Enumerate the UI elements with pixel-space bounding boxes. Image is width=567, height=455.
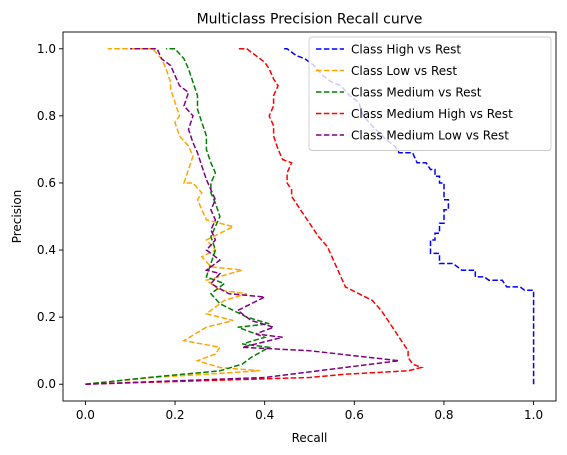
- y-tick-label: 0.0: [37, 377, 56, 391]
- y-tick-label: 1.0: [37, 42, 56, 56]
- legend-item: Class Medium High vs Rest: [316, 107, 513, 121]
- chart-title: Multiclass Precision Recall curve: [197, 12, 423, 28]
- y-tick-label: 0.2: [37, 310, 56, 324]
- x-tick-label: 0.2: [165, 408, 184, 422]
- series-line-1: [85, 48, 261, 385]
- legend-box: [308, 36, 552, 151]
- legend: Class High vs Rest Class Low vs Rest Class…: [308, 36, 552, 151]
- x-tick-label: 0.8: [434, 408, 453, 422]
- legend-item: Class Low vs Rest: [316, 64, 457, 78]
- x-tick-label: 1.0: [524, 408, 543, 422]
- legend-label: Class Medium High vs Rest: [351, 107, 513, 121]
- x-axis-ticks: 0.0 0.2 0.4 0.6 0.8 1.0: [76, 401, 543, 422]
- x-tick-label: 0.4: [255, 408, 274, 422]
- series-line-3: [85, 48, 425, 385]
- legend-item: Class Medium vs Rest: [316, 86, 482, 100]
- series-line-4: [85, 48, 400, 385]
- y-axis-ticks: 0.0 0.2 0.4 0.6 0.8 1.0: [37, 42, 63, 391]
- x-axis-label: Recall: [292, 431, 328, 445]
- y-tick-label: 0.4: [37, 243, 56, 257]
- legend-item: Class High vs Rest: [316, 43, 461, 57]
- x-tick-label: 0.6: [345, 408, 364, 422]
- legend-label: Class Medium vs Rest: [351, 86, 482, 100]
- legend-label: Class Low vs Rest: [351, 64, 457, 78]
- legend-label: Class High vs Rest: [351, 43, 461, 57]
- legend-label: Class Medium Low vs Rest: [351, 129, 509, 143]
- y-tick-label: 0.6: [37, 176, 56, 190]
- x-tick-label: 0.0: [76, 408, 95, 422]
- y-tick-label: 0.8: [37, 109, 56, 123]
- axes-frame: [62, 31, 557, 402]
- series-line-2: [85, 48, 272, 385]
- legend-item: Class Medium Low vs Rest: [316, 129, 509, 143]
- y-axis-label: Precision: [10, 190, 24, 244]
